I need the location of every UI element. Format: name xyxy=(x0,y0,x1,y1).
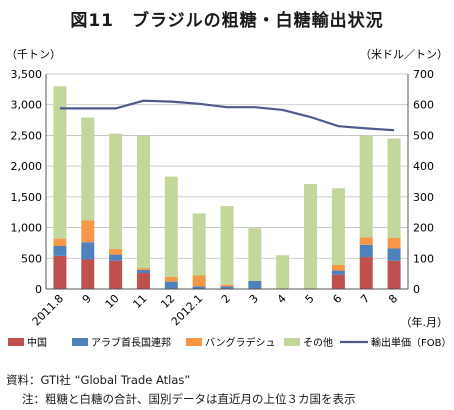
bar-uae xyxy=(164,281,178,289)
legend-item-bangladesh: バングラデシュ xyxy=(186,336,276,349)
bar-bangladesh xyxy=(164,276,178,282)
bar-china xyxy=(359,257,373,289)
right-tick-label: 700 xyxy=(413,68,434,81)
legend-label: アラブ首長国連邦 xyxy=(91,336,171,349)
bar-uae xyxy=(331,270,345,275)
left-axis-ticks: 0 500 1,000 1,500 2,000 2,500 3,000 3,500 xyxy=(11,68,43,296)
legend-item-uae: アラブ首長国連邦 xyxy=(72,336,171,349)
bar-china xyxy=(81,259,95,289)
x-tick-label: 9 xyxy=(80,292,94,306)
left-tick-label: 1,500 xyxy=(11,191,43,204)
bar-uae xyxy=(192,286,206,289)
x-tick-label: 6 xyxy=(330,292,344,306)
bar-china xyxy=(387,260,401,289)
right-axis-unit: （米ドル／トン） xyxy=(360,48,448,61)
bar-other xyxy=(192,213,206,276)
x-tick-label: 2 xyxy=(219,292,233,306)
x-tick-label: 2012.1 xyxy=(169,292,205,328)
bar-uae xyxy=(387,248,401,261)
right-tick-label: 600 xyxy=(413,99,434,112)
right-tick-label: 100 xyxy=(413,252,434,265)
bar-other xyxy=(248,228,262,282)
bar-other xyxy=(304,183,318,289)
figure-title: 図11 ブラジルの粗糖・白糖輸出状況 xyxy=(70,11,384,31)
right-tick-label: 200 xyxy=(413,222,434,235)
bar-bangladesh xyxy=(220,284,234,287)
price-line xyxy=(59,99,395,132)
price-line-layer xyxy=(59,99,395,132)
axes xyxy=(45,74,409,290)
left-tick-label: 3,000 xyxy=(11,99,43,112)
x-tick-label: 10 xyxy=(103,292,122,311)
legend-swatch xyxy=(284,338,300,346)
bar-other xyxy=(359,136,373,238)
legend-swatch xyxy=(186,338,202,346)
bar-stacks xyxy=(53,86,401,289)
bar-other xyxy=(136,135,150,269)
bar-china xyxy=(109,260,123,289)
bar-other xyxy=(276,255,290,289)
x-axis-unit: （年.月） xyxy=(401,315,449,329)
left-tick-label: 2,500 xyxy=(11,129,43,142)
note-text: 注：粗糖と白糖の合計、国別データは直近月の上位３カ国を表示 xyxy=(22,392,356,406)
x-tick-label: 2011.8 xyxy=(30,292,66,328)
right-tick-label: 300 xyxy=(413,191,434,204)
x-tick-label: 3 xyxy=(247,292,261,306)
x-tick-label: 11 xyxy=(130,292,149,311)
left-tick-label: 2,000 xyxy=(11,160,43,173)
bar-uae xyxy=(136,269,150,274)
x-tick-label: 4 xyxy=(275,292,289,306)
bar-bangladesh xyxy=(359,237,373,245)
bar-china xyxy=(53,255,67,289)
bar-bangladesh xyxy=(192,275,206,287)
bar-china xyxy=(331,274,345,289)
left-tick-label: 0 xyxy=(35,283,42,296)
right-tick-label: 0 xyxy=(413,283,420,296)
legend-label: バングラデシュ xyxy=(205,336,276,349)
right-axis-ticks: 0 100 200 300 400 500 600 700 xyxy=(413,68,434,296)
stacked-bar-line-chart: 0 500 1,000 1,500 2,000 2,500 3,000 3,500 0 100 2… xyxy=(6,48,451,349)
bar-bangladesh xyxy=(387,238,401,249)
right-tick-label: 500 xyxy=(413,129,434,142)
bar-other xyxy=(53,86,67,239)
left-axis-unit: （千トン） xyxy=(6,48,61,61)
legend-item-other: その他 xyxy=(284,336,333,349)
bar-uae xyxy=(81,242,95,260)
bar-uae xyxy=(109,254,123,261)
x-tick-label: 12 xyxy=(158,292,177,311)
bar-bangladesh xyxy=(109,249,123,255)
x-tick-label: 5 xyxy=(303,292,317,306)
left-tick-label: 1,000 xyxy=(11,222,43,235)
legend-item-price: 輸出単価（FOB） xyxy=(340,336,451,349)
legend-label: 中国 xyxy=(27,336,47,349)
bar-uae xyxy=(359,244,373,258)
bar-other xyxy=(109,133,123,250)
legend-swatch xyxy=(8,338,24,346)
left-tick-label: 500 xyxy=(21,252,42,265)
bar-uae xyxy=(53,246,67,256)
bar-bangladesh xyxy=(136,268,150,270)
right-tick-label: 400 xyxy=(413,160,434,173)
bar-other xyxy=(220,206,234,285)
bar-other xyxy=(387,138,401,239)
bar-uae xyxy=(248,281,262,289)
legend-label: その他 xyxy=(303,336,333,349)
bar-bangladesh xyxy=(81,220,95,243)
legend-label: 輸出単価（FOB） xyxy=(371,336,451,349)
left-tick-label: 3,500 xyxy=(11,68,43,81)
bar-other xyxy=(331,188,345,266)
legend-item-china: 中国 xyxy=(8,336,47,349)
bar-bangladesh xyxy=(53,238,67,246)
legend-swatch xyxy=(72,338,88,346)
bar-bangladesh xyxy=(331,265,345,271)
bar-other xyxy=(164,176,178,277)
bar-other xyxy=(81,117,95,221)
source-text: 資料：GTI社 “Global Trade Atlas” xyxy=(6,373,191,387)
legend: 中国 アラブ首長国連邦 バングラデシュ その他 輸出単価（FOB） xyxy=(8,336,451,349)
bar-uae xyxy=(220,286,234,289)
x-tick-label: 7 xyxy=(358,292,372,306)
x-tick-label: 8 xyxy=(386,292,400,306)
bar-china xyxy=(136,273,150,289)
